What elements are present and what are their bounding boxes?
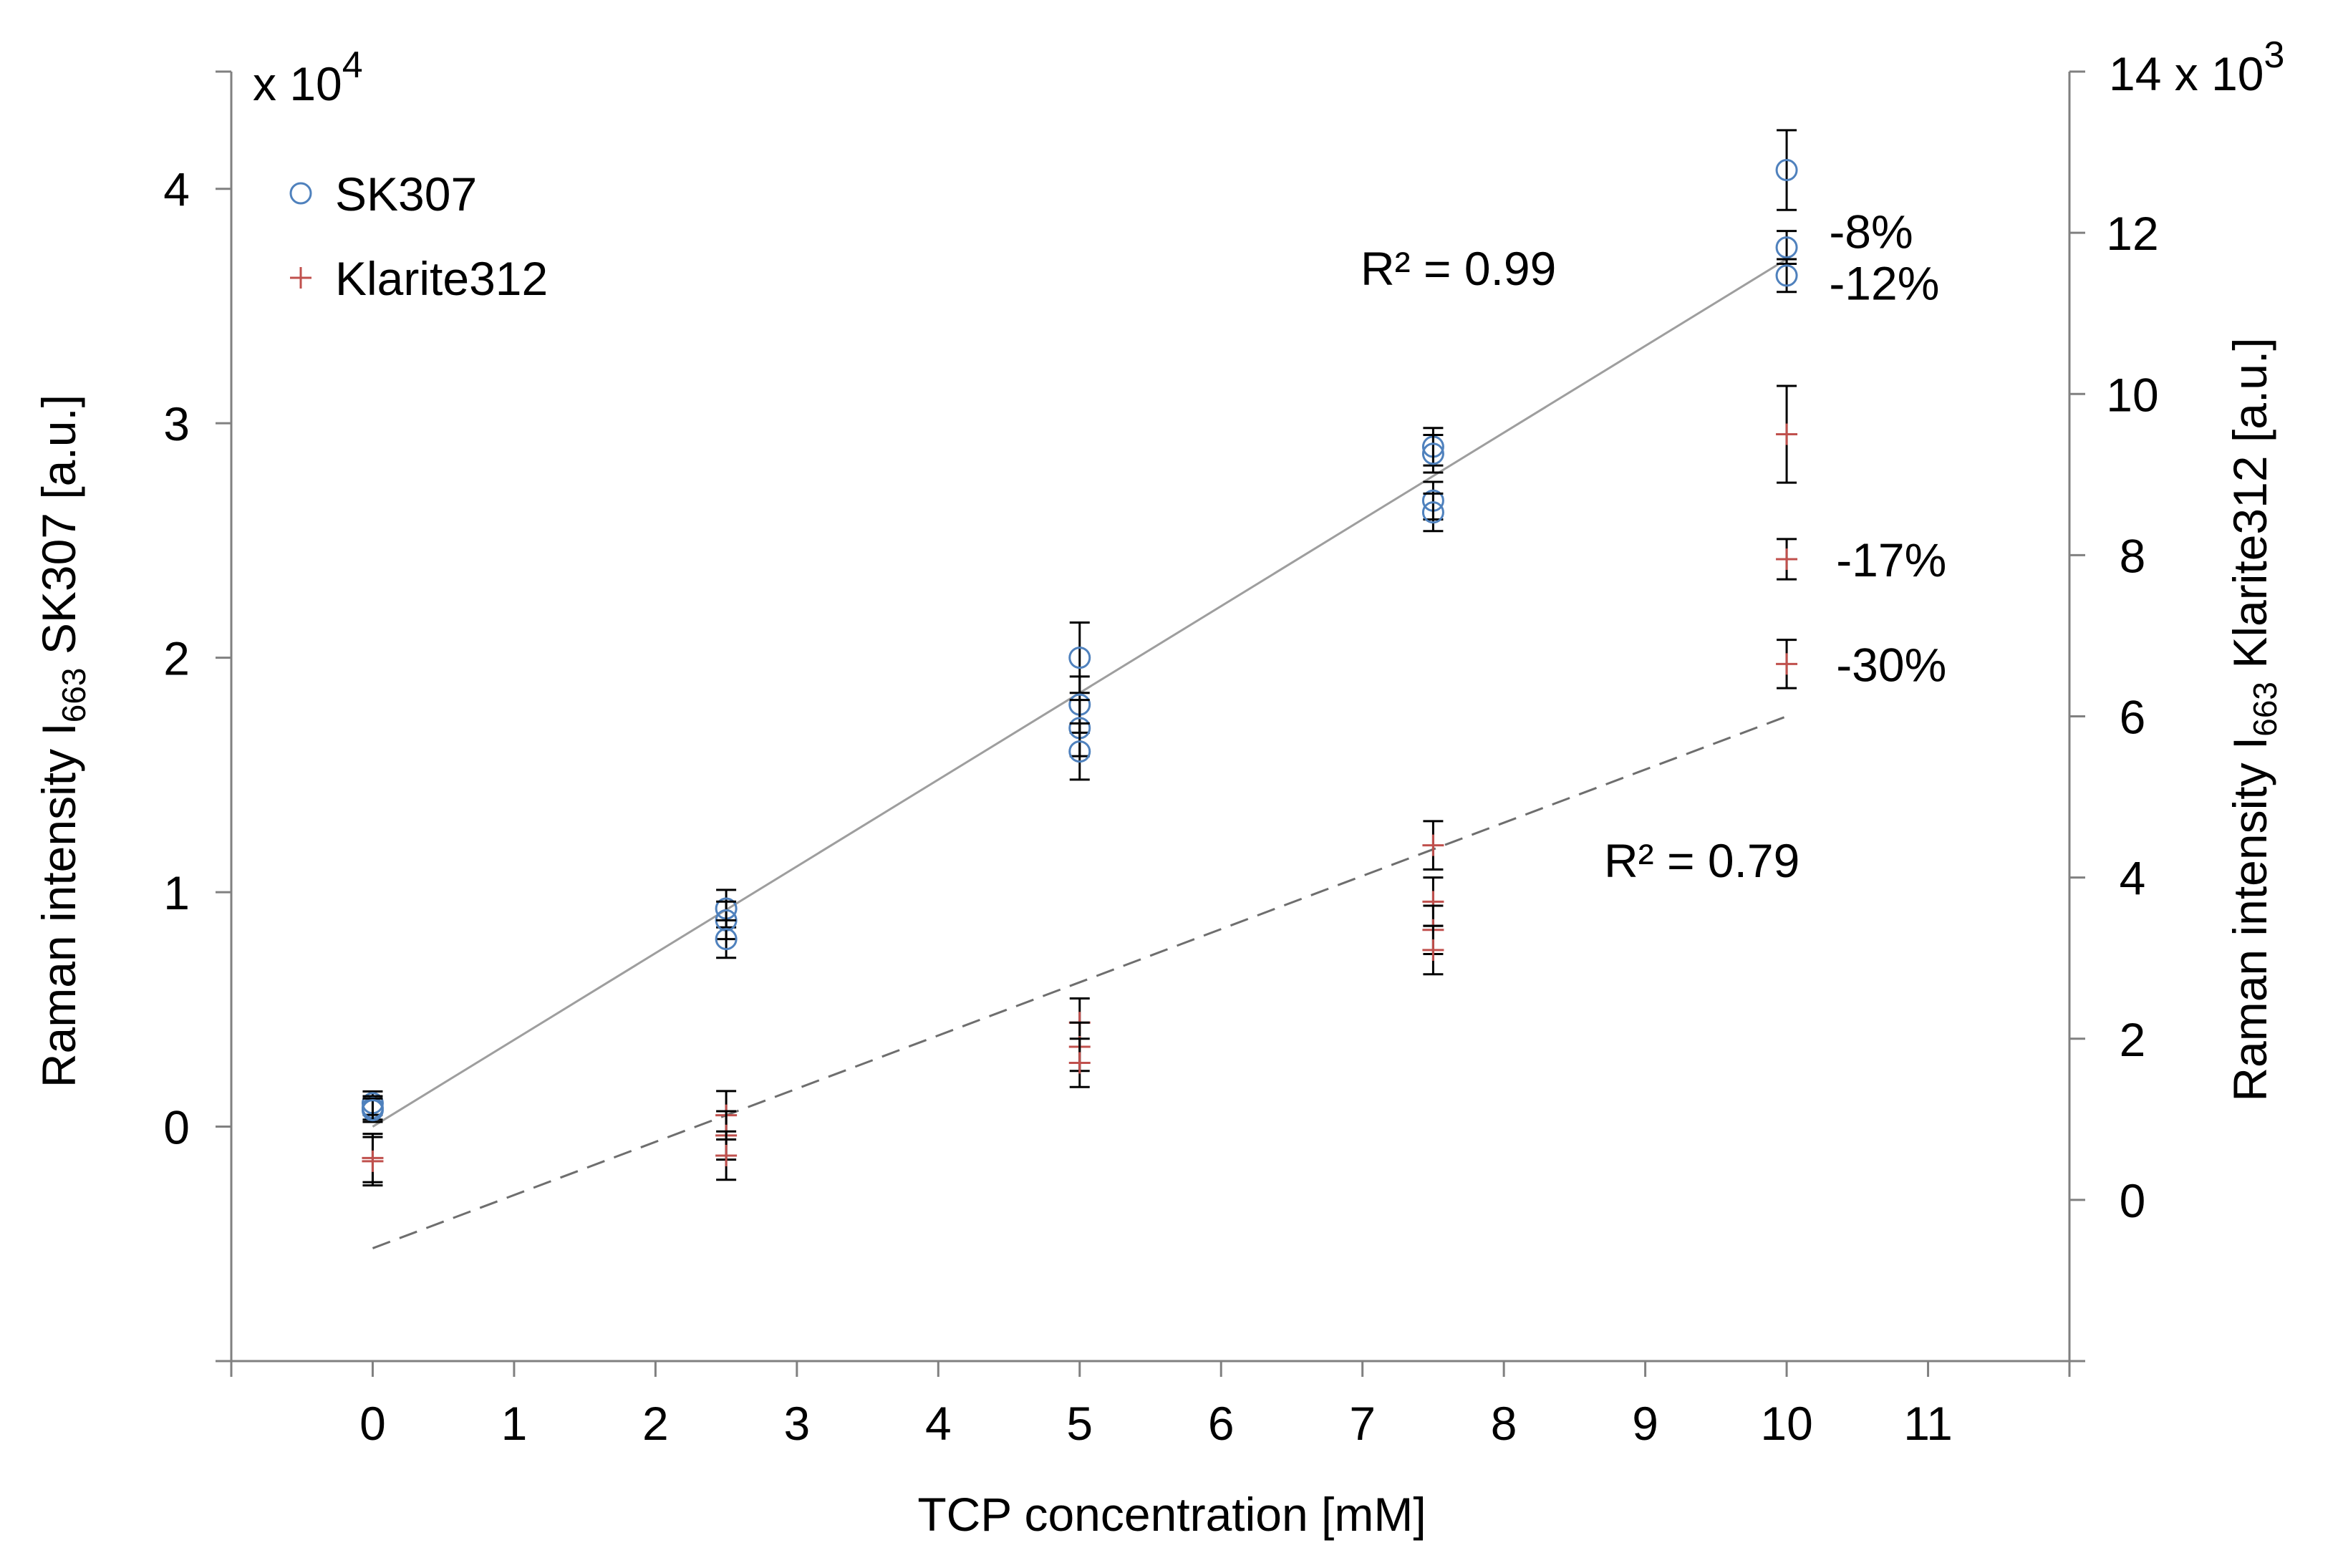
right-y-axis-title: Raman intensity I663 Klarite312 [a.u.] xyxy=(2223,337,2284,1101)
left-y-tick-label: 4 xyxy=(163,163,190,216)
data-point-sk307 xyxy=(1421,442,1444,465)
data-point-sk307 xyxy=(361,1099,384,1122)
right-y-tick-label: 8 xyxy=(2120,529,2146,582)
left-y-tick-label: 1 xyxy=(163,866,190,919)
data-point-sk307 xyxy=(1068,740,1091,763)
x-tick-label: 7 xyxy=(1349,1397,1376,1450)
right-y-tick-label: 10 xyxy=(2106,368,2158,421)
x-tick-label: 6 xyxy=(1208,1397,1235,1450)
data-point-sk307 xyxy=(715,928,738,951)
fit-line-klarite312 xyxy=(372,715,1787,1249)
x-tick-label: 2 xyxy=(642,1397,669,1450)
x-tick-label: 1 xyxy=(501,1397,528,1450)
percent-annotation: -17% xyxy=(1836,533,1946,586)
x-tick-label: 3 xyxy=(783,1397,810,1450)
x-tick-label: 11 xyxy=(1903,1397,1953,1450)
x-tick-label: 10 xyxy=(1760,1397,1812,1450)
right-y-tick-label: 4 xyxy=(2120,852,2146,905)
legend-label-klarite312: Klarite312 xyxy=(335,252,548,305)
x-tick-label: 4 xyxy=(925,1397,952,1450)
legend-marker-sk307 xyxy=(289,182,312,205)
percent-annotation: -30% xyxy=(1836,638,1946,691)
r2-label-klarite312: R² = 0.79 xyxy=(1604,834,1799,887)
x-tick-label: 8 xyxy=(1491,1397,1517,1450)
left-y-tick-label: 2 xyxy=(163,632,190,685)
right-y-tick-label: 2 xyxy=(2120,1013,2146,1066)
right-y-tick-label: 0 xyxy=(2120,1174,2146,1227)
left-y-tick-label: 0 xyxy=(163,1101,190,1154)
x-axis-title: TCP concentration [mM] xyxy=(917,1488,1426,1541)
data-point-sk307 xyxy=(1775,159,1798,182)
legend-label-sk307: SK307 xyxy=(335,168,477,221)
x-tick-label: 5 xyxy=(1066,1397,1093,1450)
left-y-tick-label: 3 xyxy=(163,397,190,450)
x-tick-label: 0 xyxy=(359,1397,386,1450)
x-tick-label: 9 xyxy=(1632,1397,1658,1450)
data-point-sk307 xyxy=(1775,264,1798,287)
data-point-sk307 xyxy=(1068,647,1091,669)
data-point-sk307 xyxy=(1775,236,1798,259)
percent-annotation: -12% xyxy=(1829,257,1939,310)
left-exponent-label: x 104 xyxy=(253,44,363,110)
left-y-axis-title: Raman intensity I663 SK307 [a.u.] xyxy=(32,395,92,1088)
data-point-sk307 xyxy=(1421,501,1444,524)
right-y-tick-label: 12 xyxy=(2106,207,2158,260)
right-y-tick-label: 6 xyxy=(2120,691,2146,744)
percent-annotation: -8% xyxy=(1829,205,1913,258)
right-exponent-label: 14 x 103 xyxy=(2109,34,2284,100)
r2-label-sk307: R² = 0.99 xyxy=(1361,242,1556,295)
